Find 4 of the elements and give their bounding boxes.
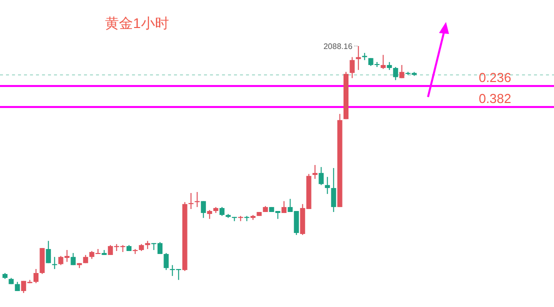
chart-title: 黄金1小时 [105,15,169,31]
text: 0.382 [478,91,512,106]
text: 0.236 [478,70,512,86]
annotation: 2088.16 [323,42,353,51]
